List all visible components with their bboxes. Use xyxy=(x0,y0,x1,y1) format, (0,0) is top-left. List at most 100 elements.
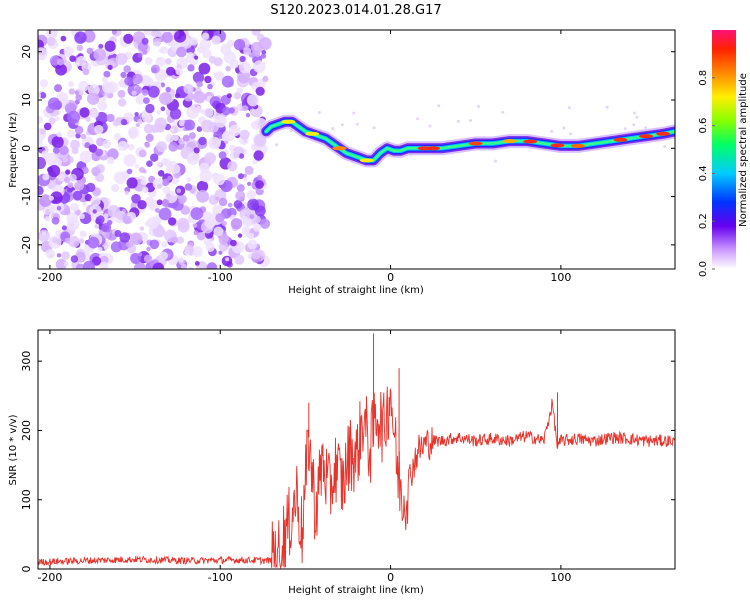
noise-blob xyxy=(47,97,61,110)
noise-blob xyxy=(78,213,85,220)
noise-blob xyxy=(56,205,62,211)
noise-blob xyxy=(126,240,133,248)
noise-blob xyxy=(103,245,109,251)
noise-blob xyxy=(165,86,171,93)
noise-blob xyxy=(161,31,173,43)
noise-blob xyxy=(178,119,186,127)
noise-blob xyxy=(567,106,571,110)
noise-blob xyxy=(134,164,139,169)
x-tick-label: 0 xyxy=(387,571,394,584)
noise-blob xyxy=(119,232,131,243)
ridge-hotspot xyxy=(613,137,628,142)
snr-frame xyxy=(37,329,676,570)
noise-blob xyxy=(192,71,205,84)
noise-blob xyxy=(99,261,109,269)
noise-blob xyxy=(138,149,147,158)
noise-blob xyxy=(227,161,238,172)
noise-blob xyxy=(48,117,56,125)
noise-blob xyxy=(188,266,193,269)
noise-blob xyxy=(66,217,80,231)
noise-blob xyxy=(184,183,193,191)
noise-blob xyxy=(428,124,432,128)
noise-blob xyxy=(184,119,196,131)
noise-blob xyxy=(50,191,63,204)
noise-blob xyxy=(78,80,89,92)
noise-blob xyxy=(53,147,60,154)
noise-blob xyxy=(262,75,269,82)
noise-blob xyxy=(203,107,214,118)
noise-blob xyxy=(132,73,143,85)
noise-blob xyxy=(62,157,68,163)
noise-blob xyxy=(189,37,198,46)
snr-panel: -200 -100 0 100 0 100 200 300 Height of straigh… xyxy=(8,329,676,596)
noise-blob xyxy=(605,105,609,109)
noise-blob xyxy=(171,236,179,244)
noise-blob xyxy=(111,184,120,193)
noise-blob xyxy=(101,222,112,233)
noise-blob xyxy=(550,129,554,133)
noise-blob xyxy=(178,196,186,204)
noise-blob xyxy=(55,63,67,76)
noise-blob xyxy=(218,241,229,252)
noise-blob xyxy=(67,110,81,124)
snr-axes: -200 -100 0 100 0 100 200 300 xyxy=(20,330,675,584)
noise-blob xyxy=(38,185,44,196)
noise-blob xyxy=(45,249,55,259)
noise-blob xyxy=(145,133,154,142)
noise-blob xyxy=(201,32,210,40)
colorbar: 0.0 0.2 0.4 0.6 0.8 Normalized spectral ampl… xyxy=(698,30,749,277)
noise-blob xyxy=(103,213,109,219)
noise-blob xyxy=(152,178,164,190)
noise-blob xyxy=(255,86,265,96)
noise-blob xyxy=(83,260,95,269)
noise-blob xyxy=(74,180,85,191)
noise-blob xyxy=(193,147,200,154)
noise-blob xyxy=(148,175,156,183)
ridge-hotspot xyxy=(426,146,441,151)
y-tick-label: 100 xyxy=(20,489,33,510)
noise-blob xyxy=(252,60,266,73)
noise-blob xyxy=(107,64,113,70)
noise-blob xyxy=(193,91,206,104)
noise-blob xyxy=(131,193,141,204)
noise-blob xyxy=(67,182,74,189)
noise-blob xyxy=(230,239,237,247)
noise-blob xyxy=(68,88,76,95)
colorbar-gradient xyxy=(712,30,736,269)
noise-blob xyxy=(215,196,220,201)
noise-blob xyxy=(156,199,163,206)
noise-blob xyxy=(49,207,55,213)
noise-blob xyxy=(243,177,248,182)
noise-blob xyxy=(225,65,231,72)
noise-blob xyxy=(569,132,573,136)
snr-series xyxy=(38,333,675,569)
noise-blob xyxy=(74,31,87,44)
noise-blob xyxy=(192,223,198,229)
noise-blob xyxy=(63,208,71,216)
noise-blob xyxy=(79,238,85,244)
noise-blob xyxy=(38,116,43,124)
noise-blob xyxy=(61,251,70,260)
noise-blob xyxy=(39,79,49,88)
noise-blob xyxy=(167,217,177,226)
noise-blob xyxy=(118,80,125,87)
noise-blob xyxy=(187,52,194,59)
noise-blob xyxy=(156,161,162,168)
noise-blob xyxy=(182,134,190,142)
noise-blob xyxy=(204,216,216,229)
noise-blob xyxy=(176,46,187,58)
noise-blob xyxy=(141,37,149,45)
noise-blob xyxy=(92,256,102,266)
noise-blob xyxy=(56,58,65,66)
noise-blob xyxy=(117,140,128,151)
noise-blob xyxy=(192,246,203,258)
noise-blob xyxy=(56,253,62,258)
noise-blob xyxy=(39,92,47,99)
noise-blob xyxy=(140,179,147,186)
noise-blob xyxy=(106,113,115,123)
noise-blob xyxy=(158,207,172,221)
noise-blob xyxy=(82,202,87,207)
noise-blob xyxy=(246,94,260,107)
noise-blob xyxy=(501,110,505,114)
noise-blob xyxy=(114,230,122,237)
